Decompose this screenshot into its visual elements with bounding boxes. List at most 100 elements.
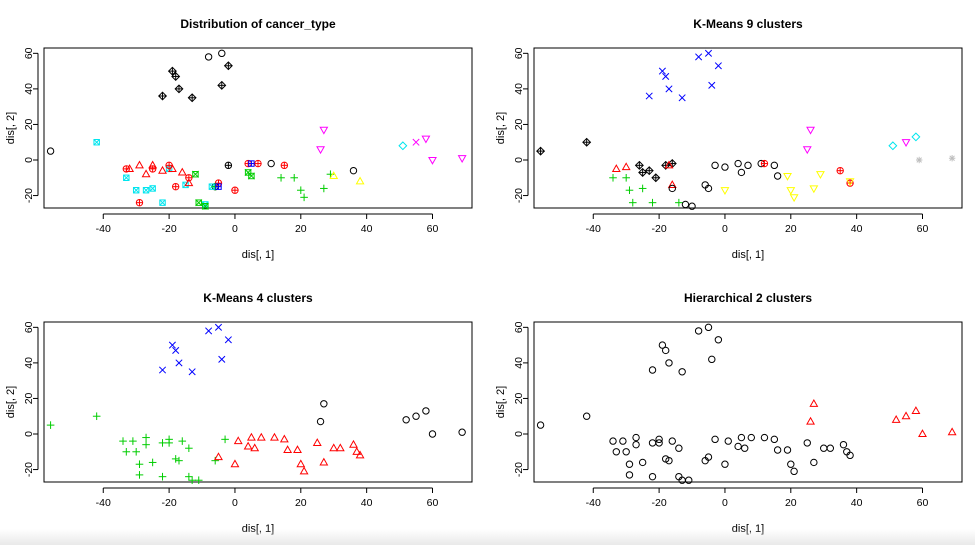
data-point bbox=[820, 444, 828, 452]
data-points bbox=[46, 323, 466, 485]
data-point bbox=[119, 437, 127, 445]
data-point bbox=[316, 146, 326, 155]
data-point bbox=[787, 460, 795, 468]
data-point bbox=[711, 435, 719, 444]
data-point bbox=[645, 92, 653, 100]
data-point bbox=[678, 94, 686, 102]
data-point bbox=[422, 407, 430, 415]
data-point bbox=[810, 458, 818, 467]
data-point bbox=[335, 443, 345, 452]
data-point bbox=[665, 359, 673, 367]
y-tick-label: 0 bbox=[513, 431, 525, 437]
data-point bbox=[737, 433, 746, 442]
data-point bbox=[609, 437, 617, 445]
x-tick-label: -20 bbox=[652, 497, 667, 509]
y-tick-label: 20 bbox=[513, 118, 525, 130]
y-tick-label: 40 bbox=[23, 357, 35, 369]
y-tick-label: -20 bbox=[513, 462, 525, 477]
data-point bbox=[319, 457, 329, 466]
data-point bbox=[135, 160, 144, 169]
data-point bbox=[536, 146, 546, 156]
data-point bbox=[172, 346, 180, 354]
x-tick-label: -40 bbox=[586, 223, 601, 235]
y-tick-label: -20 bbox=[513, 188, 525, 203]
data-point bbox=[290, 173, 299, 182]
data-point bbox=[714, 62, 722, 70]
data-point bbox=[678, 368, 686, 376]
data-point bbox=[888, 141, 898, 151]
data-point bbox=[734, 159, 742, 168]
data-point bbox=[704, 453, 713, 461]
data-point bbox=[720, 187, 730, 196]
x-axis: -40 -20 0 20 40 60 bbox=[586, 213, 928, 235]
data-point bbox=[632, 440, 640, 449]
data-point bbox=[329, 443, 339, 452]
data-point bbox=[46, 421, 55, 429]
data-points bbox=[536, 49, 956, 210]
data-point bbox=[280, 161, 289, 170]
x-tick-label: -40 bbox=[586, 497, 601, 509]
data-point bbox=[224, 161, 233, 170]
data-point bbox=[270, 432, 279, 441]
data-point bbox=[582, 137, 592, 147]
data-point bbox=[159, 199, 166, 206]
data-point bbox=[188, 368, 196, 376]
data-point bbox=[734, 442, 742, 451]
data-point bbox=[612, 448, 621, 456]
data-point bbox=[845, 178, 855, 187]
panel-title: Hierarchical 2 clusters bbox=[684, 291, 812, 305]
data-point bbox=[256, 432, 266, 441]
data-point bbox=[300, 193, 308, 202]
data-point bbox=[536, 421, 545, 429]
data-point bbox=[297, 186, 305, 195]
data-point bbox=[704, 49, 713, 57]
x-tick-label: 40 bbox=[851, 223, 863, 235]
x-tick-label: 40 bbox=[361, 497, 373, 509]
data-point bbox=[148, 458, 157, 467]
data-point bbox=[141, 169, 151, 178]
data-point bbox=[421, 135, 431, 144]
x-tick-label: 0 bbox=[232, 497, 238, 509]
data-point bbox=[246, 432, 256, 441]
data-point bbox=[891, 414, 901, 423]
data-point bbox=[901, 411, 911, 420]
data-point bbox=[218, 355, 226, 363]
plot-frame bbox=[533, 321, 963, 483]
data-point bbox=[901, 139, 911, 148]
data-point bbox=[277, 173, 285, 182]
data-points bbox=[46, 49, 467, 210]
data-point bbox=[92, 412, 101, 421]
data-point bbox=[918, 429, 927, 438]
data-point bbox=[320, 184, 328, 193]
data-point bbox=[458, 428, 466, 436]
x-axis: -40 -20 0 20 40 60 bbox=[96, 213, 438, 235]
panel-kmeans-9: K-Means 9 clusters dis[, 1] dis[, 2] -40… bbox=[495, 17, 963, 261]
data-point bbox=[293, 445, 302, 454]
data-point bbox=[46, 147, 55, 155]
y-tick-label: 40 bbox=[513, 357, 525, 369]
data-point bbox=[622, 173, 630, 182]
data-point bbox=[329, 171, 339, 180]
data-point bbox=[279, 434, 289, 443]
data-point bbox=[681, 200, 690, 209]
data-point bbox=[667, 180, 677, 188]
data-point bbox=[809, 185, 819, 194]
x-axis: -40 -20 0 20 40 60 bbox=[96, 487, 438, 509]
data-point bbox=[457, 155, 467, 164]
data-point bbox=[174, 84, 184, 94]
data-point bbox=[688, 202, 696, 210]
data-point bbox=[760, 433, 769, 442]
data-point bbox=[355, 176, 365, 185]
data-point bbox=[132, 187, 140, 194]
data-point bbox=[319, 126, 329, 135]
data-point bbox=[625, 186, 634, 195]
data-point bbox=[789, 194, 799, 203]
data-point bbox=[129, 437, 137, 445]
data-point bbox=[355, 450, 365, 459]
data-point bbox=[398, 141, 408, 151]
data-point bbox=[428, 156, 437, 165]
x-tick-label: 20 bbox=[295, 497, 307, 509]
data-point bbox=[185, 174, 193, 182]
data-point bbox=[177, 167, 187, 176]
